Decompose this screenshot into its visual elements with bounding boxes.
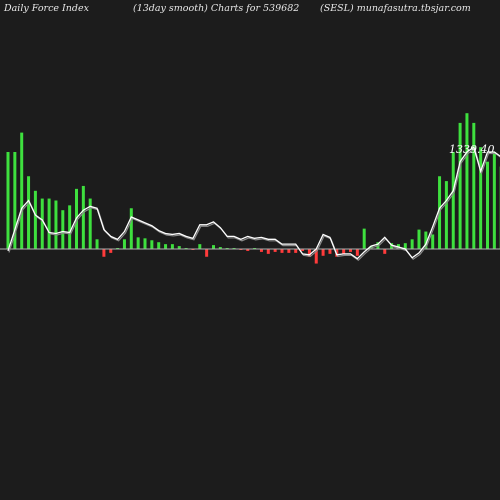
bar [314,249,318,264]
last-value-label: 1339.40 [449,143,495,156]
bar [88,198,92,249]
bar [301,249,305,251]
bar [109,249,113,253]
bar [266,249,270,254]
bar [472,122,476,249]
header-right-title: (SESL) munafasutra.tbsjar.com [320,3,471,14]
smoothed-line-series [7,146,500,261]
bar [362,228,366,249]
bar [170,244,174,249]
bar [383,249,387,254]
bar [47,198,51,249]
bar [328,249,332,254]
bar [198,244,202,249]
header-left-title: Daily Force Index [4,3,89,14]
bar [143,238,147,249]
bar [13,152,17,249]
bar [465,113,469,249]
bar [81,185,85,249]
bar [205,249,209,257]
line-shadow [8,147,500,261]
bar [33,190,37,249]
header-center-title: (13day smooth) Charts for 539682 [133,3,300,14]
bar [349,249,352,252]
bar [259,249,263,252]
bar [61,210,65,249]
bar [307,249,311,257]
bar [27,176,31,249]
smoothed-line [7,146,500,260]
bar [369,246,373,249]
bar-series [6,113,500,264]
bar [444,181,448,249]
bar [294,249,298,253]
bar [342,249,346,254]
bar [287,249,291,253]
bar [417,229,421,249]
bar [54,200,58,249]
bar [122,239,126,249]
bar [150,240,154,249]
bar [321,249,325,256]
bar [280,249,284,253]
bar [492,152,496,249]
bar [355,249,359,256]
bar [410,239,414,249]
bar [40,198,44,249]
bar [95,239,99,249]
bar [458,122,462,249]
bar [246,249,250,251]
bar [424,231,428,249]
bar [68,205,72,249]
bar [486,161,489,249]
bar [157,242,161,249]
bar [212,245,215,249]
bar [102,249,106,257]
bar [218,247,222,249]
bar [451,152,455,249]
bar [20,132,24,249]
bar [273,249,277,252]
bar [431,234,435,249]
bar [164,244,168,249]
bar [6,152,10,249]
bar [403,243,407,249]
bar [177,246,181,249]
bar [479,147,483,249]
bar [129,208,133,249]
bar [136,237,140,249]
